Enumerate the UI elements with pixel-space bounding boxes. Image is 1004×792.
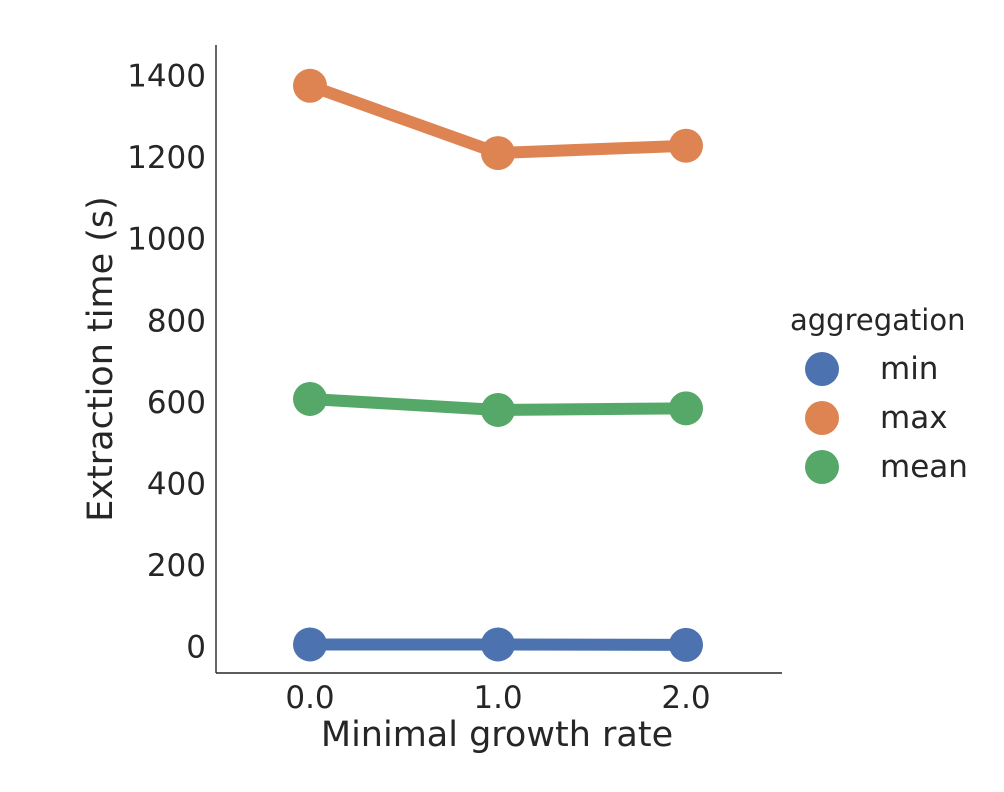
legend: aggregation min max mean bbox=[790, 303, 968, 485]
x-tick-label: 0.0 bbox=[285, 680, 334, 716]
legend-label-max: max bbox=[880, 400, 948, 436]
legend-marker-min bbox=[805, 352, 839, 386]
y-tick-label: 600 bbox=[147, 385, 206, 421]
data-point-max bbox=[293, 68, 327, 103]
y-tick-label: 0 bbox=[186, 629, 206, 665]
x-tick-label: 1.0 bbox=[473, 680, 522, 716]
legend-title: aggregation bbox=[790, 303, 965, 337]
data-point-min bbox=[669, 627, 703, 662]
y-tick-label: 1400 bbox=[127, 59, 206, 95]
data-point-min bbox=[293, 627, 327, 662]
legend-label-mean: mean bbox=[880, 449, 968, 485]
axes bbox=[215, 45, 782, 674]
y-tick-label: 200 bbox=[147, 548, 206, 584]
y-tick-label: 800 bbox=[147, 303, 206, 339]
legend-marker-mean bbox=[805, 450, 839, 484]
y-axis-title: Extraction time (s) bbox=[81, 196, 121, 522]
data-point-max bbox=[481, 136, 515, 171]
y-tick-label: 1200 bbox=[127, 140, 206, 176]
y-tick-label: 400 bbox=[147, 466, 206, 502]
data-point-mean bbox=[481, 392, 515, 427]
y-tick-labels: 0 200 400 600 800 1000 1200 1400 bbox=[127, 59, 206, 666]
data-point-min bbox=[481, 627, 515, 662]
legend-marker-max bbox=[805, 401, 839, 435]
x-tick-labels: 0.0 1.0 2.0 bbox=[285, 680, 710, 716]
data-point-mean bbox=[293, 381, 327, 416]
series bbox=[293, 68, 703, 662]
data-point-mean bbox=[669, 391, 703, 426]
x-tick-label: 2.0 bbox=[661, 680, 710, 716]
data-point-max bbox=[669, 128, 703, 163]
x-axis-title: Minimal growth rate bbox=[321, 715, 673, 755]
legend-label-min: min bbox=[880, 351, 938, 387]
y-tick-label: 1000 bbox=[127, 222, 206, 258]
